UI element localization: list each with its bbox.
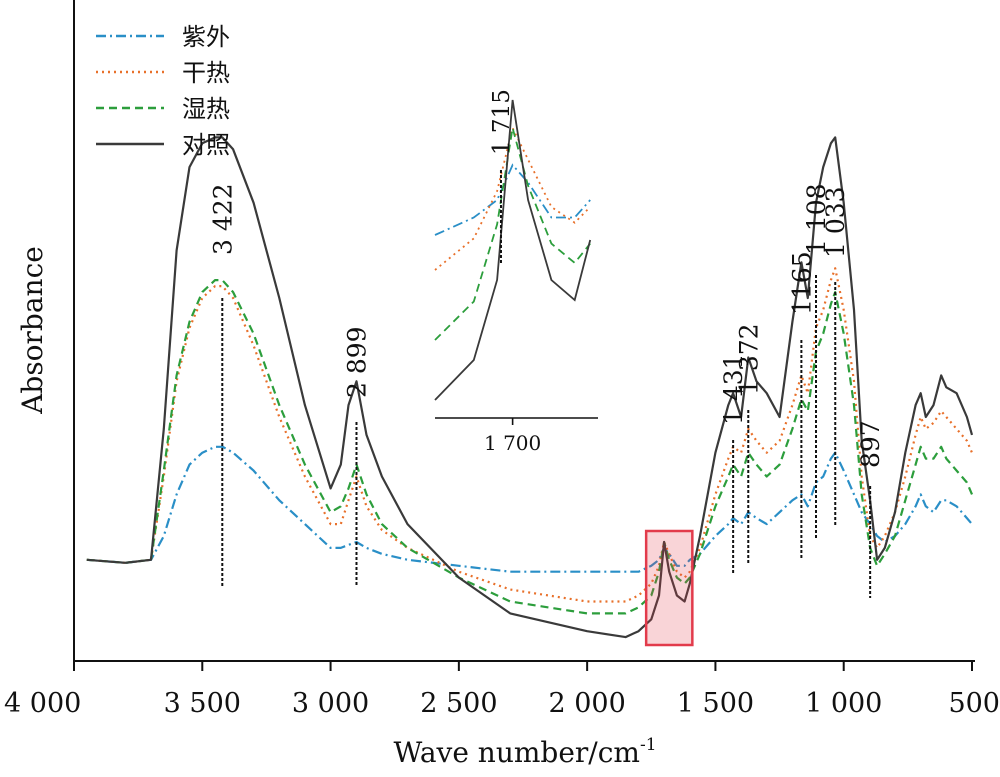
x-tick-label: 1 500 xyxy=(677,688,754,719)
y-axis-label: Absorbance xyxy=(16,246,49,415)
x-tick-label: 2 000 xyxy=(548,688,625,719)
x-tick-label: 500 xyxy=(948,688,1000,719)
series-line-wet-heat xyxy=(86,279,974,615)
axes-layer: 4 000 3 500 3 000 2 500 2 000 1 500 1 000 500 W… xyxy=(4,0,1000,769)
x-tick-label: 4 000 xyxy=(4,688,81,719)
peak-label: 1165 xyxy=(787,251,816,315)
inset: 1 700 1 715 xyxy=(434,89,598,455)
peak-label: 2 899 xyxy=(342,326,371,398)
series-line-uv xyxy=(86,445,973,573)
legend-label-dry-heat: 干热 xyxy=(182,59,230,87)
highlight-box xyxy=(644,529,694,647)
inset-series-line-uv xyxy=(434,163,591,236)
legend-label-wet-heat: 湿热 xyxy=(182,95,230,123)
series-line-control xyxy=(86,136,974,639)
x-tick-label: 1 000 xyxy=(805,688,882,719)
series-line-dry-heat xyxy=(86,267,974,603)
x-tick-label: 3 500 xyxy=(164,688,241,719)
x-ticks: 4 000 3 500 3 000 2 500 2 000 1 500 1 000 500 xyxy=(4,661,1000,719)
legend-label-uv: 紫外 xyxy=(182,23,230,51)
x-tick-label: 3 000 xyxy=(292,688,369,719)
highlight-layer xyxy=(644,529,694,647)
inset-peak-label: 1 715 xyxy=(489,89,515,155)
peak-label: 1 108 xyxy=(802,183,831,255)
inset-series-line-wet-heat xyxy=(434,127,591,341)
peak-label: 1 033 xyxy=(821,186,850,258)
x-tick-label: 2 500 xyxy=(420,688,497,719)
legend-label-control: 对照 xyxy=(182,131,230,159)
peak-label: 897 xyxy=(856,420,885,468)
series-layer xyxy=(86,136,974,639)
peak-label: 1 372 xyxy=(734,323,763,395)
inset-series-line-control xyxy=(434,99,592,401)
inset-x-tick-label: 1 700 xyxy=(484,431,541,455)
peak-label: 3 422 xyxy=(208,183,237,255)
x-axis-label: Wave number/cm-1 xyxy=(393,735,656,769)
peak-label: 1 431 xyxy=(719,353,748,425)
